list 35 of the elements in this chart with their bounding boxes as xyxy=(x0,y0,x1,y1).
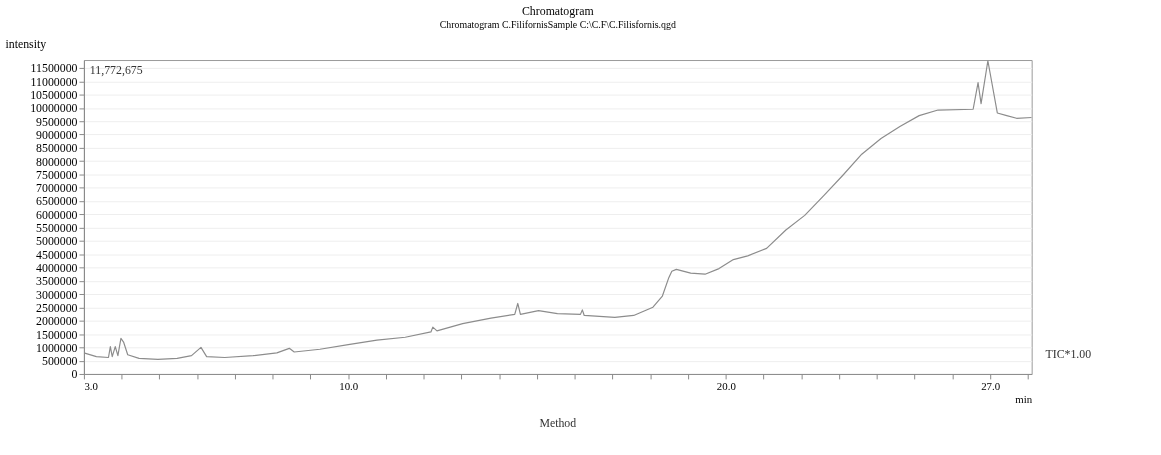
y-tick-label: 3500000 xyxy=(36,274,78,289)
y-tick-label: 9500000 xyxy=(36,114,78,129)
y-tick-label: 11000000 xyxy=(30,74,78,89)
annotation: 11,772,675 xyxy=(89,62,143,77)
y-tick-label: 4500000 xyxy=(36,247,78,262)
y-tick-label: 1000000 xyxy=(36,340,78,355)
y-tick-label: 6000000 xyxy=(36,207,78,222)
y-tick-label: 5500000 xyxy=(36,221,78,236)
y-tick-label: 11500000 xyxy=(30,61,78,76)
y-tick-label: 10500000 xyxy=(30,88,78,103)
x-axis-title: min xyxy=(1015,393,1033,406)
y-tick-label: 1500000 xyxy=(36,327,78,342)
y-tick-label: 9000000 xyxy=(36,127,78,142)
y-tick-label: 8500000 xyxy=(36,141,78,156)
x-tick-label: 20.0 xyxy=(716,380,737,393)
y-tick-label: 3000000 xyxy=(36,287,78,302)
y-tick-label: 2000000 xyxy=(36,314,78,329)
text: Method xyxy=(539,416,577,431)
y-tick-label: 7000000 xyxy=(36,181,78,196)
y-tick-label: 4000000 xyxy=(36,260,78,275)
y-tick-label: 8000000 xyxy=(36,154,78,169)
text: TIC*1.00 xyxy=(1045,347,1092,362)
x-tick-label: 3.0 xyxy=(84,380,99,393)
y-tick-label: 5000000 xyxy=(36,234,78,249)
y-tick-label: 7500000 xyxy=(36,167,78,182)
y-tick-label: 10000000 xyxy=(30,101,78,116)
y-tick-label: 2500000 xyxy=(36,300,78,315)
y-tick-label: 6500000 xyxy=(36,194,78,209)
y-tick-label: 500000 xyxy=(42,354,78,369)
chart-subtitle: Chromatogram C.FilifornisSample C:\C.F\C.Filisfornis.qgd xyxy=(439,19,676,31)
x-tick-label: 27.0 xyxy=(981,380,1001,393)
x-tick-label: 10.0 xyxy=(339,380,359,393)
chart-title: Chromatogram xyxy=(521,3,595,18)
y-axis-title: intensity xyxy=(5,36,47,51)
y-tick-label: 0 xyxy=(71,367,78,382)
